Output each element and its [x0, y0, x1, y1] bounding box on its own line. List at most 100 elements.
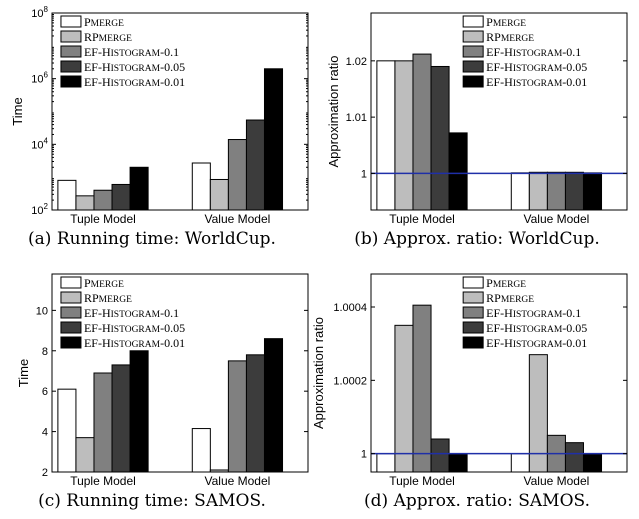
bar-rpmerge-tuple-model: [394, 324, 414, 473]
bar-pmerge-value-model: [510, 453, 530, 473]
bar-rpmerge-tuple-model: [75, 437, 95, 473]
category-label: Value Model: [523, 212, 589, 226]
legend-label: EF-HISTOGRAM-0.1: [84, 306, 179, 320]
legend-swatch: [60, 75, 82, 88]
chart-panel-1: 1 1.01 1.02 Tuple Model Value Model Approxima…: [326, 12, 628, 249]
y-tick-label: 8: [42, 346, 48, 358]
legend-swatch: [462, 291, 484, 304]
y-tick-label: 1: [361, 168, 367, 180]
y-axis-label: Time: [16, 359, 31, 387]
y-tick-label: 108: [31, 5, 48, 20]
legend-label: EF-HISTOGRAM-0.01: [84, 75, 185, 89]
bar-ef-histogram-0.1-tuple-model: [93, 189, 113, 211]
y-axis-label: Approximation ratio: [326, 56, 341, 168]
bar-ef-histogram-0.01-value-model: [263, 338, 284, 473]
bar-ef-histogram-0.05-tuple-model: [430, 65, 450, 211]
legend-label: RPMERGE: [486, 30, 534, 44]
category-label: Tuple Model: [70, 212, 136, 226]
category-label: Value Model: [523, 474, 589, 488]
bar-ef-histogram-0.05-tuple-model: [111, 364, 131, 473]
legend-label: PMERGE: [84, 276, 124, 290]
bar-pmerge-tuple-model: [376, 453, 396, 473]
bar-ef-histogram-0.01-tuple-model: [448, 453, 468, 473]
legend-label: RPMERGE: [84, 30, 132, 44]
y-tick-label: 10: [36, 305, 48, 317]
legend-swatch: [462, 276, 484, 289]
bar-ef-histogram-0.05-tuple-model: [111, 183, 131, 211]
bar-ef-histogram-0.01-value-model: [582, 453, 603, 473]
legend-label: EF-HISTOGRAM-0.05: [486, 60, 587, 74]
legend-label: PMERGE: [84, 15, 124, 29]
y-tick-label: 1.02: [346, 56, 367, 68]
y-tick-label: 1.01: [346, 112, 367, 124]
legend-label: EF-HISTOGRAM-0.01: [486, 336, 587, 350]
legend-label: EF-HISTOGRAM-0.1: [486, 45, 581, 59]
bar-ef-histogram-0.1-tuple-model: [412, 53, 432, 211]
legend-label: EF-HISTOGRAM-0.05: [84, 321, 185, 335]
legend-label: EF-HISTOGRAM-0.1: [84, 45, 179, 59]
y-tick-label: 102: [31, 202, 48, 217]
legend-label: EF-HISTOGRAM-0.1: [486, 306, 581, 320]
legend-swatch: [462, 30, 484, 43]
y-tick-label: 2: [42, 467, 48, 479]
legend-swatch: [60, 336, 82, 349]
legend-swatch: [60, 291, 82, 304]
bar-ef-histogram-0.1-tuple-model: [93, 372, 113, 473]
bar-ef-histogram-0.05-value-model: [245, 354, 265, 473]
legend-swatch: [60, 30, 82, 43]
bar-ef-histogram-0.1-value-model: [227, 139, 247, 211]
legend-swatch: [60, 276, 82, 289]
category-label: Tuple Model: [389, 212, 455, 226]
legend-label: RPMERGE: [486, 291, 534, 305]
chart-panel-2: 2 4 6 8 10 Tuple Model Value Model Time PMERGERP…: [16, 273, 309, 511]
legend-swatch: [462, 15, 484, 28]
y-tick-label: 106: [31, 71, 48, 86]
y-axis-label: Approximation ratio: [311, 317, 326, 429]
legend-label: PMERGE: [486, 276, 526, 290]
chart-caption: (b) Approx. ratio: WorldCup.: [354, 229, 600, 249]
bar-ef-histogram-0.01-tuple-model: [129, 350, 149, 473]
legend-swatch: [462, 336, 484, 349]
bar-pmerge-tuple-model: [57, 179, 77, 211]
y-tick-label: 1.0002: [333, 375, 367, 387]
bar-ef-histogram-0.1-value-model: [546, 171, 566, 211]
legend-swatch: [60, 321, 82, 334]
bar-ef-histogram-0.05-value-model: [564, 171, 584, 211]
bar-rpmerge-tuple-model: [75, 195, 95, 211]
bar-ef-histogram-0.05-value-model: [245, 119, 265, 211]
plot-frame: [370, 273, 628, 473]
category-label: Value Model: [204, 474, 270, 488]
bar-pmerge-value-model: [191, 162, 211, 211]
category-label: Tuple Model: [389, 474, 455, 488]
legend-label: RPMERGE: [84, 291, 132, 305]
legend-swatch: [462, 306, 484, 319]
y-tick-label: 104: [31, 136, 48, 151]
chart-caption: (c) Running time: SAMOS.: [38, 491, 266, 511]
y-axis-label: Time: [10, 97, 25, 125]
y-tick-label: 1: [361, 449, 367, 461]
bar-rpmerge-tuple-model: [394, 60, 414, 211]
category-label: Tuple Model: [70, 474, 136, 488]
legend-swatch: [60, 306, 82, 319]
bar-ef-histogram-0.01-value-model: [582, 172, 603, 211]
category-label: Value Model: [204, 212, 270, 226]
legend-swatch: [60, 15, 82, 28]
legend-label: EF-HISTOGRAM-0.05: [486, 321, 587, 335]
legend-swatch: [60, 45, 82, 58]
chart-panel-3: 1 1.0002 1.0004 Tuple Model Value Model Appro…: [311, 273, 628, 511]
plot-frame: [370, 12, 628, 211]
legend-label: EF-HISTOGRAM-0.01: [84, 336, 185, 350]
bar-ef-histogram-0.01-tuple-model: [448, 132, 468, 211]
bar-pmerge-tuple-model: [376, 60, 396, 211]
legend-swatch: [462, 60, 484, 73]
y-tick-label: 4: [42, 427, 48, 439]
legend-swatch: [462, 321, 484, 334]
bar-ef-histogram-0.01-tuple-model: [129, 166, 149, 211]
plot-frame: [51, 273, 309, 473]
bar-ef-histogram-0.05-value-model: [564, 442, 584, 473]
y-tick-label: 6: [42, 386, 48, 398]
bar-ef-histogram-0.01-value-model: [263, 68, 284, 211]
bar-rpmerge-value-model: [528, 171, 548, 211]
bar-ef-histogram-0.1-tuple-model: [412, 304, 432, 473]
